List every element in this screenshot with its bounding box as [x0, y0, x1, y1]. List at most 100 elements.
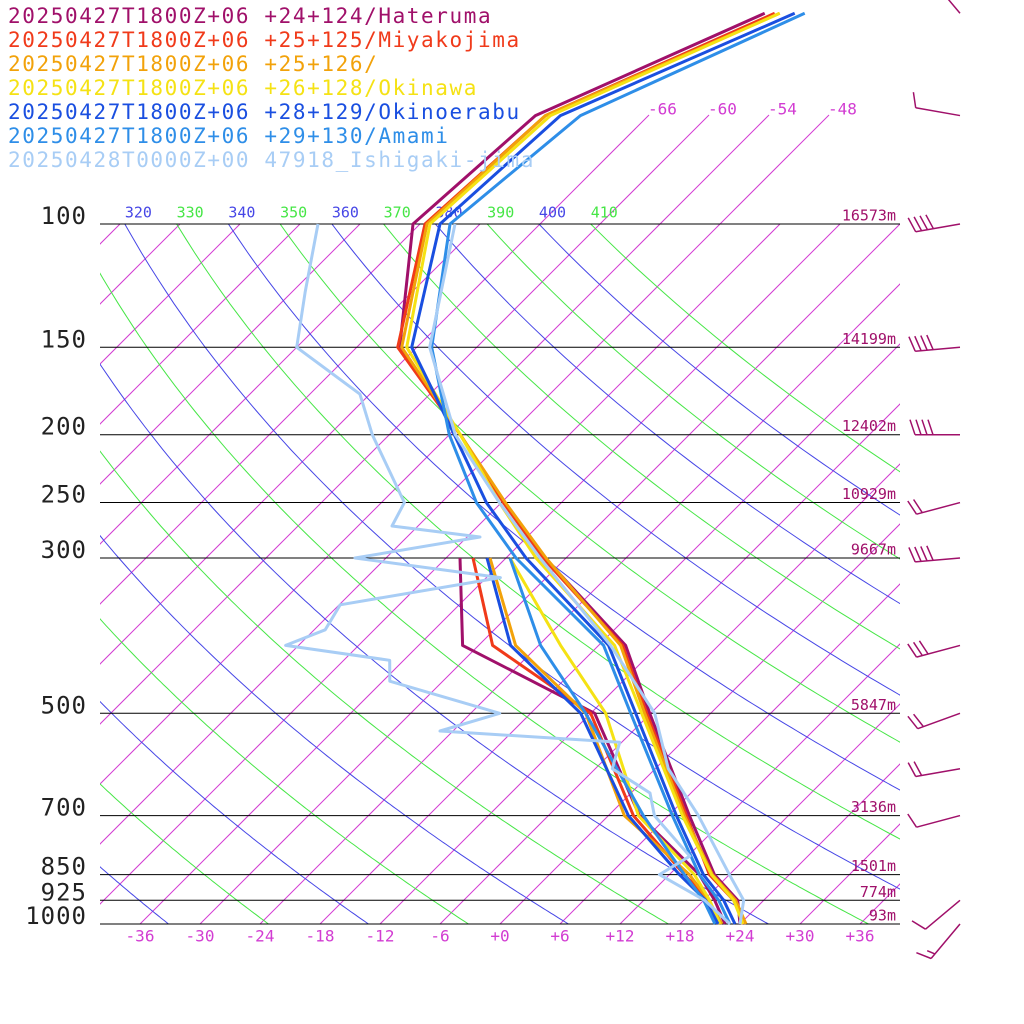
wind-barb	[907, 640, 961, 658]
isotherm	[439, 463, 900, 924]
x-tick-label: -30	[186, 927, 215, 946]
legend-entry: 20250427T1800Z+06 +25+125/Miyakojima	[8, 28, 521, 52]
theta-label: 360	[332, 204, 359, 222]
dry-adiabat	[538, 224, 900, 516]
dry-adiabat	[486, 224, 900, 560]
wind-barb	[912, 92, 961, 117]
x-tick-label: +6	[550, 927, 569, 946]
pressure-label: 300	[41, 536, 87, 564]
x-tick-label: +18	[666, 927, 695, 946]
x-tick-label: -24	[246, 927, 275, 946]
x-tick-label: -36	[126, 927, 155, 946]
pressure-label: 700	[41, 794, 87, 822]
theta-label: 370	[384, 204, 411, 222]
isotherm	[100, 223, 781, 905]
legend-entry: 20250427T1800Z+06 +24+124/Hateruma	[8, 4, 492, 28]
isotherm	[100, 223, 241, 365]
isotherm	[100, 223, 481, 605]
isotherm	[100, 114, 830, 845]
theta-label: 320	[125, 204, 152, 222]
dry-adiabat	[434, 224, 900, 605]
x-tick-label: +36	[846, 927, 875, 946]
grid	[100, 114, 900, 924]
pressure-label: 150	[41, 325, 87, 353]
dry-adiabat	[100, 618, 470, 924]
pressure-label: 100	[41, 202, 87, 230]
theta-labels: 310320330340350360370380390400410	[73, 204, 618, 222]
dry-adiabat	[100, 534, 570, 924]
isotherm	[100, 223, 361, 485]
legend-entry: 20250427T1800Z+06 +25+126/	[8, 52, 378, 76]
x-tick-label: +12	[606, 927, 635, 946]
isotherm	[259, 283, 900, 924]
x-tick-label: +0	[490, 927, 509, 946]
isotherm-label: -66	[648, 100, 677, 119]
wind-barb	[908, 545, 961, 563]
dry-adiabat	[227, 224, 900, 791]
theta-label: 310	[73, 204, 100, 222]
dewpoint-profile	[508, 557, 722, 925]
wind-barb	[907, 761, 961, 778]
theta-label: 330	[177, 204, 204, 222]
height-label: 93m	[869, 907, 896, 925]
axes: -66 -60 -54 -48 100 16573m 150 14199m 200 12402m 2…	[25, 100, 900, 946]
dry-adiabat	[100, 783, 270, 924]
legend-entry: 20250427T1800Z+06 +26+128/Okinawa	[8, 76, 478, 100]
height-label: 14199m	[842, 330, 896, 348]
isotherm	[619, 643, 900, 924]
wind-barb	[907, 712, 961, 730]
theta-label: 390	[487, 204, 514, 222]
dry-adiabat	[100, 866, 170, 924]
isotherm	[100, 114, 770, 785]
isotherm	[499, 523, 900, 924]
dry-adiabat	[100, 363, 770, 924]
x-tick-label: -12	[366, 927, 395, 946]
height-label: 10929m	[842, 485, 896, 503]
isotherm	[739, 763, 900, 924]
isotherm-label: -60	[708, 100, 737, 119]
profiles	[284, 11, 806, 926]
pressure-label: 925	[41, 878, 87, 906]
dry-adiabat	[100, 450, 670, 924]
wind-barb	[911, 899, 961, 930]
isotherm	[100, 223, 421, 545]
dry-adiabat	[279, 224, 900, 743]
isotherm	[100, 114, 650, 665]
dewpoint-profile	[284, 223, 732, 926]
isotherm	[100, 114, 710, 725]
wind-barbs	[907, 0, 961, 960]
isotherm-label: -48	[828, 100, 857, 119]
height-label: 16573m	[842, 207, 896, 225]
legend-entry: 20250428T0000Z+00 47918_Ishigaki-jima	[8, 148, 535, 172]
temperature-profile	[405, 11, 781, 925]
wind-barb	[916, 923, 961, 960]
x-tick-label: +30	[786, 927, 815, 946]
isotherm	[559, 583, 900, 924]
height-label: 12402m	[842, 417, 896, 435]
dry-adiabat	[176, 224, 900, 840]
isotherm	[319, 343, 900, 924]
x-tick-label: -6	[430, 927, 449, 946]
height-label: 774m	[860, 883, 896, 901]
wind-barb	[947, 0, 961, 14]
isotherm	[679, 703, 900, 924]
legend-entry: 20250427T1800Z+06 +28+129/Okinoerabu	[8, 100, 521, 124]
dry-adiabat	[100, 272, 870, 924]
theta-label: 400	[539, 204, 566, 222]
theta-label: 350	[280, 204, 307, 222]
wind-barb	[908, 334, 961, 352]
x-tick-label: -18	[306, 927, 335, 946]
dry-adiabat	[100, 700, 370, 924]
dry-adiabat	[331, 224, 900, 696]
legend: 20250427T1800Z+06 +24+124/Hateruma202504…	[8, 4, 535, 172]
theta-label: 410	[591, 204, 618, 222]
pressure-label: 1000	[25, 902, 87, 930]
height-label: 5847m	[851, 696, 896, 714]
height-label: 1501m	[851, 857, 896, 875]
pressure-label: 850	[41, 853, 87, 881]
isotherm-label: -54	[768, 100, 797, 119]
wind-barb	[907, 499, 961, 515]
theta-label: 340	[228, 204, 255, 222]
pressure-label: 500	[41, 691, 87, 719]
